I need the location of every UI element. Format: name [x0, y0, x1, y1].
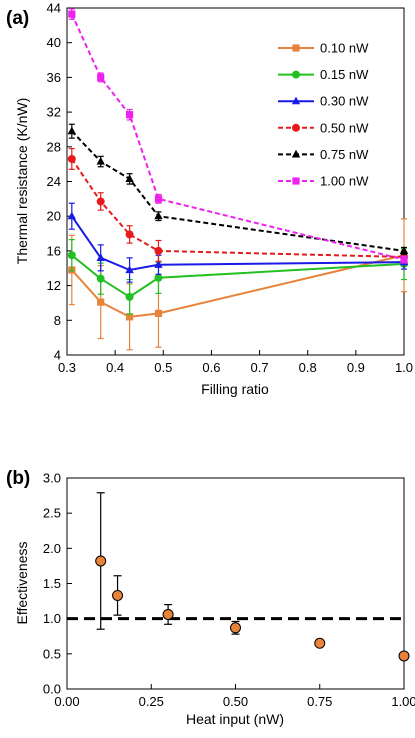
panel-b-x-ticks: 0.00 0.25 0.50 0.75 1.00	[54, 684, 415, 709]
panel-a-x-tick-label-4: 0.7	[251, 360, 269, 375]
panel-a-y-tick-label-0: 4	[54, 348, 61, 363]
panel-a: (a) 4 8 12 16 20 24 28 32 36 40 44 0.3 0.4 0.5 0.6 0.7…	[6, 1, 413, 398]
panel-a-point	[97, 298, 105, 306]
panel-a-y-tick-label-7: 32	[47, 105, 61, 120]
panel-a-point	[67, 126, 77, 135]
panel-a-point	[67, 211, 77, 220]
panel-a-point	[125, 292, 134, 301]
panel-b-x-tick-label-0: 0.00	[54, 694, 79, 709]
panel-a-legend-marker-5	[292, 177, 300, 185]
panel-a-point	[96, 274, 105, 283]
panel-b-point	[230, 622, 241, 634]
panel-a-x-tick-label-0: 0.3	[58, 360, 76, 375]
panel-a-legend: 0.10 nW 0.15 nW 0.30 nW 0.50 nW 0.75 nW 1.00 …	[278, 41, 369, 189]
panel-b-x-tick-label-2: 0.50	[223, 694, 248, 709]
panel-a-y-tick-label-1: 8	[54, 313, 61, 328]
panel-a-x-tick-label-2: 0.5	[154, 360, 172, 375]
panel-a-point	[400, 255, 408, 264]
panel-a-point	[125, 230, 134, 239]
panel-a-point	[96, 156, 105, 165]
panel-a-series-line-3	[70, 158, 405, 258]
panel-a-legend-label-4: 0.75 nW	[320, 147, 369, 162]
panel-b-point	[314, 637, 326, 649]
panel-a-series-4	[67, 123, 409, 255]
panel-a-legend-label-0: 0.10 nW	[320, 41, 369, 56]
panel-a-series	[67, 8, 409, 351]
panel-a-series-line-1	[71, 254, 405, 299]
panel-a-point	[125, 265, 134, 274]
panel-a-y-tick-label-3: 16	[47, 243, 61, 258]
panel-a-y-tick-label-2: 12	[47, 278, 61, 293]
panel-b-x-tick-label-4: 1.00	[391, 694, 415, 709]
panel-a-y-ticks: 4 8 12 16 20 24 28 32 36 40 44	[47, 1, 72, 363]
panel-a-point	[68, 10, 76, 18]
panel-a-series-1	[67, 239, 408, 315]
panel-b-point	[398, 650, 410, 662]
panel-a-legend-marker-4	[291, 149, 301, 158]
panel-a-point	[154, 246, 163, 255]
panel-b-y-tick-label-6: 3.0	[43, 471, 61, 486]
panel-b-point	[95, 555, 107, 567]
panel-a-legend-label-1: 0.15 nW	[320, 67, 369, 82]
panel-a-label: (a)	[6, 8, 29, 29]
panel-a-legend-marker-3	[292, 123, 300, 132]
panel-b-points	[95, 492, 410, 662]
panel-a-point	[67, 154, 76, 163]
panel-b-y-tick-label-1: 0.5	[43, 646, 61, 661]
panel-a-legend-marker-1	[292, 70, 300, 79]
panel-a-series-5	[68, 8, 408, 264]
panel-a-legend-label-2: 0.30 nW	[320, 94, 369, 109]
panel-b-label: (b)	[6, 468, 30, 489]
panel-a-x-tick-label-6: 0.9	[347, 360, 365, 375]
panel-a-y-tick-label-6: 28	[47, 139, 61, 154]
panel-a-legend-marker-0	[292, 44, 300, 52]
panel-a-x-ticks: 0.3 0.4 0.5 0.6 0.7 0.8 0.9 1.0	[58, 350, 413, 375]
panel-a-point	[399, 246, 409, 254]
panel-a-point	[154, 273, 163, 282]
panel-a-point	[96, 197, 105, 206]
panel-b-y-tick-label-3: 1.5	[43, 576, 61, 591]
panel-a-series-0	[68, 218, 408, 351]
panel-a-point	[154, 260, 163, 268]
panel-a-y-tick-label-8: 36	[47, 70, 61, 85]
panel-b-y-tick-label-2: 1.0	[43, 611, 61, 626]
panel-b-y-ticks: 0.0 0.5 1.0 1.5 2.0 2.5 3.0	[43, 471, 72, 697]
panel-b-y-tick-label-4: 2.0	[43, 541, 61, 556]
panel-b-y-tick-label-5: 2.5	[43, 506, 61, 521]
panel-a-y-axis-title: Thermal resistance (K/nW)	[14, 98, 30, 264]
panel-b-point	[162, 608, 174, 620]
panel-a-legend-label-5: 1.00 nW	[320, 174, 369, 189]
panel-a-point	[154, 309, 163, 317]
panel-a-y-tick-label-5: 24	[47, 174, 61, 189]
panel-a-point	[67, 251, 76, 260]
panel-a-point	[96, 253, 105, 261]
panel-b: (b) 0.00.51.01.52.02.53.0 0.00 0.25 0.50 0.…	[6, 468, 415, 727]
panel-b-x-tick-label-3: 0.75	[307, 694, 332, 709]
panel-a-point	[125, 174, 134, 182]
panel-a-y-tick-label-4: 20	[47, 209, 61, 224]
panel-b-x-tick-label-1: 0.25	[139, 694, 164, 709]
panel-b-y-tick-label-0: 0.0	[43, 682, 61, 697]
panel-a-point	[97, 73, 105, 81]
panel-b-point	[112, 589, 124, 601]
panel-a-point	[154, 195, 163, 203]
panel-b-y-axis-title: Effectiveness	[14, 541, 30, 624]
panel-b-x-axis-title: Heat input (nW)	[186, 711, 284, 727]
panel-a-point	[125, 111, 134, 119]
panel-a-y-tick-label-9: 40	[47, 35, 61, 50]
panel-a-x-tick-label-3: 0.6	[202, 360, 220, 375]
panel-a-point	[154, 211, 163, 220]
panel-a-x-tick-label-1: 0.4	[106, 360, 124, 375]
panel-a-legend-marker-2	[291, 96, 301, 105]
panel-a-x-tick-label-5: 0.8	[299, 360, 317, 375]
panel-a-y-tick-label-10: 44	[47, 1, 61, 16]
panel-a-point	[125, 313, 134, 321]
panel-a-x-axis-title: Filling ratio	[201, 381, 269, 397]
panel-a-series-2	[67, 202, 409, 283]
panel-a-legend-label-3: 0.50 nW	[320, 120, 369, 135]
panel-a-x-tick-label-7: 1.0	[395, 360, 413, 375]
